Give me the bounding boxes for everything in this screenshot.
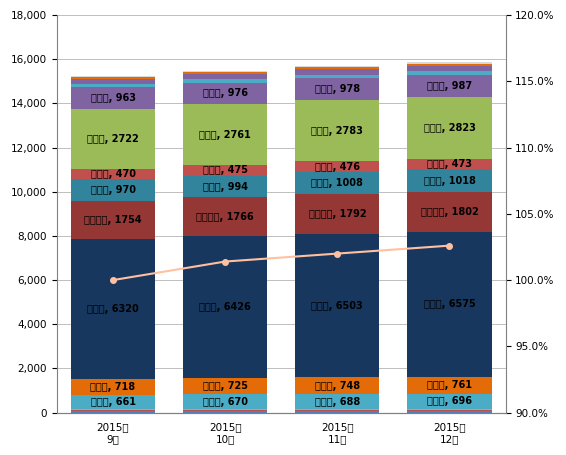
Bar [183,197,267,237]
Text: 神奈川県, 1754: 神奈川県, 1754 [84,215,142,225]
Bar [183,71,267,72]
Text: 京都府, 475: 京都府, 475 [203,165,248,175]
Bar [71,379,155,394]
Text: 兵庫県, 978: 兵庫県, 978 [315,84,360,94]
Text: 兵庫県, 963: 兵庫県, 963 [91,93,135,103]
Bar [408,159,491,169]
Text: 神奈川県, 1802: 神奈川県, 1802 [421,207,478,217]
Bar [71,201,155,239]
Bar [71,179,155,201]
Bar [71,169,155,179]
Bar [71,410,155,411]
Bar [408,411,491,413]
Text: 京都府, 473: 京都府, 473 [427,159,472,169]
Bar [71,109,155,169]
Bar [183,176,267,197]
Text: 兵庫県, 976: 兵庫県, 976 [203,88,248,98]
Text: 坂玉県, 670: 坂玉県, 670 [203,397,248,407]
Text: 千葉県, 725: 千葉県, 725 [203,381,248,391]
Bar [71,87,155,109]
Bar [183,74,267,79]
Text: 愛知県, 994: 愛知県, 994 [203,182,248,192]
Bar [408,410,491,411]
Bar [183,104,267,165]
Bar [183,379,267,394]
Bar [408,232,491,377]
Bar [408,96,491,159]
Bar [183,82,267,104]
Bar [183,409,267,410]
Bar [183,79,267,82]
Bar [295,409,379,410]
Bar [183,394,267,409]
Bar [71,79,155,84]
Bar [295,234,379,377]
Text: 坂玉県, 688: 坂玉県, 688 [315,396,360,406]
Bar [295,100,379,162]
Bar [408,394,491,409]
Text: 愛知県, 1018: 愛知県, 1018 [423,176,475,186]
Bar [295,411,379,413]
Text: 東京都, 6426: 東京都, 6426 [199,303,251,313]
Text: 東京都, 6575: 東京都, 6575 [423,299,475,309]
Text: 大阪府, 2823: 大阪府, 2823 [423,123,475,133]
Bar [71,409,155,410]
Text: 千葉県, 718: 千葉県, 718 [91,382,136,392]
Bar [295,410,379,411]
Bar [183,72,267,74]
Bar [71,411,155,413]
Text: 千葉県, 748: 千葉県, 748 [315,381,360,391]
Bar [295,194,379,234]
Text: 京都府, 476: 京都府, 476 [315,162,360,172]
Bar [295,67,379,69]
Bar [71,76,155,77]
Bar [408,62,491,64]
Bar [295,172,379,194]
Bar [408,377,491,394]
Text: 京都府, 470: 京都府, 470 [91,169,135,179]
Bar [408,169,491,192]
Text: 愛知県, 970: 愛知県, 970 [91,185,135,195]
Bar [183,411,267,413]
Bar [408,192,491,232]
Bar [295,394,379,409]
Bar [295,66,379,67]
Bar [71,394,155,409]
Bar [408,66,491,71]
Text: 東京都, 6503: 東京都, 6503 [311,301,363,311]
Bar [295,78,379,100]
Bar [183,410,267,411]
Bar [408,409,491,410]
Bar [183,165,267,176]
Bar [71,84,155,87]
Bar [408,64,491,66]
Text: 坂玉県, 696: 坂玉県, 696 [427,396,472,406]
Text: 大阪府, 2722: 大阪府, 2722 [87,134,139,144]
Text: 愛知県, 1008: 愛知県, 1008 [311,178,363,188]
Bar [71,239,155,379]
Bar [71,77,155,79]
Bar [408,71,491,75]
Bar [295,69,379,75]
Text: 坂玉県, 661: 坂玉県, 661 [91,397,135,407]
Text: 神奈川県, 1766: 神奈川県, 1766 [196,212,254,222]
Bar [295,377,379,394]
Text: 大阪府, 2783: 大阪府, 2783 [311,126,363,136]
Text: 兵庫県, 987: 兵庫県, 987 [427,81,472,91]
Text: 神奈川県, 1792: 神奈川県, 1792 [308,209,366,219]
Bar [183,237,267,379]
Text: 東京都, 6320: 東京都, 6320 [87,304,139,314]
Bar [295,75,379,78]
Bar [408,75,491,96]
Bar [295,162,379,172]
Text: 千葉県, 761: 千葉県, 761 [427,380,472,390]
Text: 大阪府, 2761: 大阪府, 2761 [199,130,251,140]
